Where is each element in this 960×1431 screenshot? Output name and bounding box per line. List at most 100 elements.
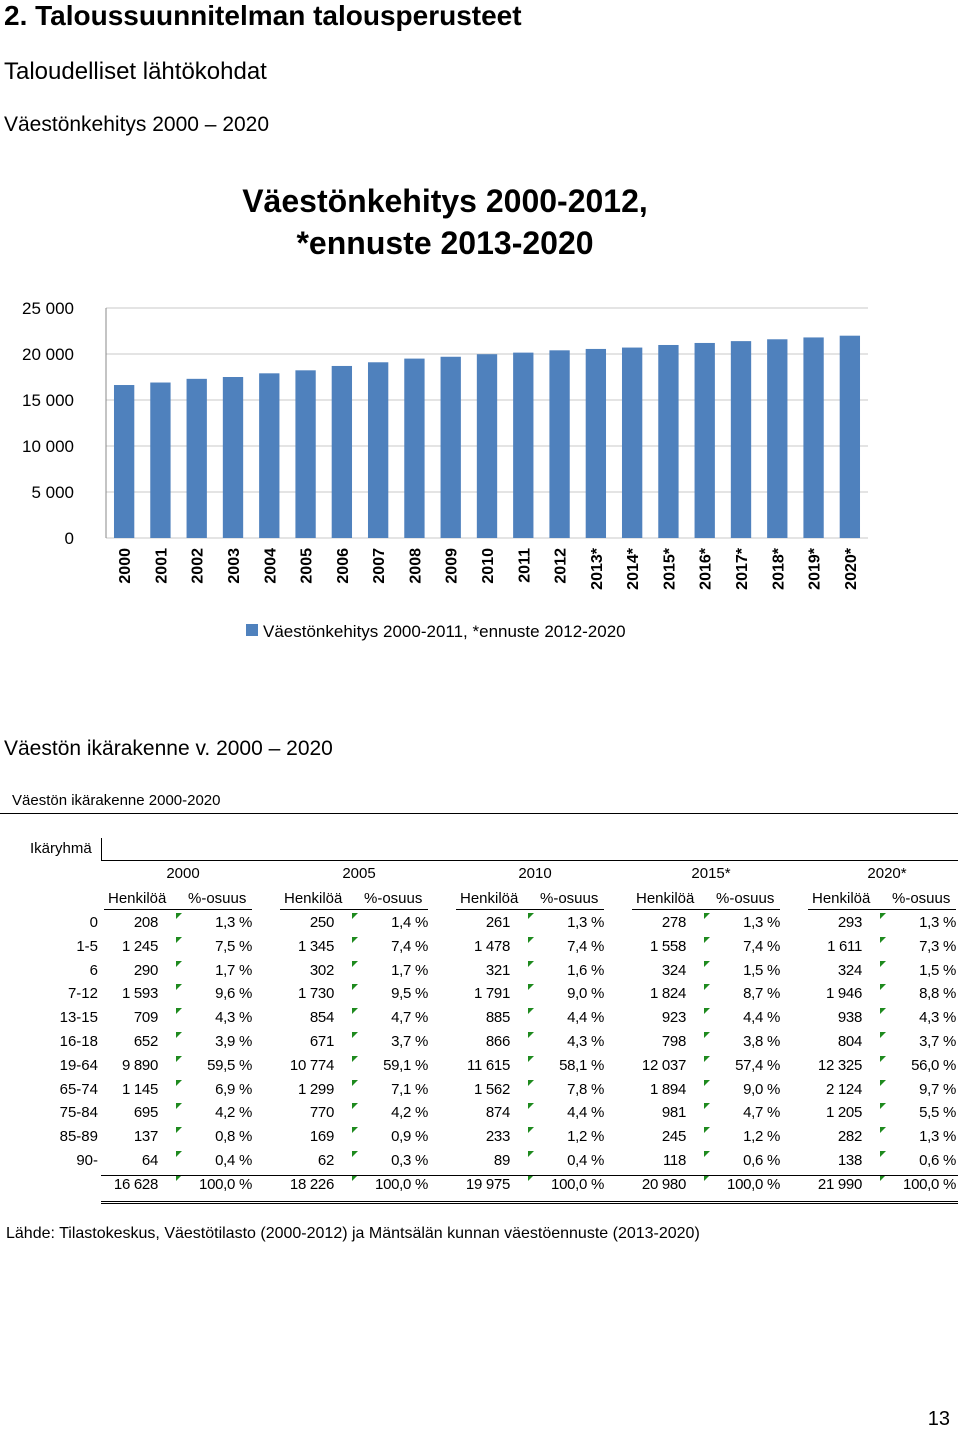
persons-cell: 770 [309,1104,334,1122]
x-tick-label: 2003 [226,548,243,584]
cell-marker-icon [880,1079,886,1086]
persons-cell: 1 593 [121,985,158,1003]
persons-cell: 118 [662,1152,686,1169]
x-tick-label: 2011 [516,548,533,583]
share-cell: 6,9 % [215,1080,252,1098]
x-tick-label: 2016* [698,547,715,590]
persons-cell: 293 [837,914,862,931]
persons-cell: 233 [485,1128,510,1146]
share-cell: 3,8 % [743,1033,780,1050]
bar [767,339,788,538]
persons-cell: 245 [661,1128,686,1146]
x-tick-label: 2020* [843,547,860,590]
bar [331,365,353,538]
share-cell: 100,0 % [727,1175,780,1193]
share-cell: 1,7 % [391,961,428,979]
persons-cell: 16 628 [113,1175,158,1193]
persons-cell: 2 124 [825,1080,862,1098]
share-cell: 59,5 % [207,1056,252,1074]
cell-marker-icon [176,1032,182,1038]
cell-marker-icon [176,1127,182,1134]
share-cell: 4,7 % [391,1009,428,1027]
bar [367,362,389,538]
cell-marker-icon [880,984,886,991]
persons-cell: 804 [837,1033,862,1050]
share-cell: 100,0 % [375,1175,428,1193]
share-cell: 8,8 % [919,985,956,1003]
cell-marker-icon [704,1127,710,1134]
bar [621,347,643,538]
persons-cell: 21 990 [817,1175,862,1193]
share-cell: 4,3 % [919,1009,956,1027]
y-tick-label: 0 [65,529,74,548]
cell-marker-icon [704,1008,710,1015]
share-cell: 4,7 % [743,1104,780,1122]
row-label: 16-18 [59,1033,98,1050]
cell-marker-icon [528,913,534,919]
cell-marker-icon [352,984,358,991]
column-header-share: %-osuus [892,890,951,907]
share-cell: 1,6 % [567,961,604,979]
persons-cell: 137 [133,1128,158,1146]
share-cell: 7,4 % [391,937,428,955]
x-tick-label: 2017* [734,547,751,590]
row-label: 85-89 [59,1128,98,1146]
column-header-share: %-osuus [364,890,423,907]
x-tick-label: 2013* [589,547,606,590]
x-tick-label: 2019* [807,547,824,590]
x-tick-label: 2015* [661,547,678,590]
table-header-rule [101,860,958,861]
column-header-underline [280,909,428,910]
column-header-share: %-osuus [540,890,599,907]
x-tick-label: 2009 [444,548,461,584]
share-cell: 1,4 % [391,914,428,931]
cell-marker-icon [528,1079,534,1086]
chart-section-heading: Väestönkehitys 2000 – 2020 [4,113,270,136]
cell-marker-icon [352,1174,358,1181]
bar [513,352,534,538]
persons-cell: 1 562 [473,1080,510,1098]
share-cell: 4,3 % [215,1009,252,1027]
share-cell: 8,7 % [743,985,780,1003]
bar [694,342,715,538]
share-cell: 1,7 % [215,961,252,979]
cell-marker-icon [352,936,358,943]
bar [839,335,861,538]
persons-cell: 208 [133,914,158,931]
x-tick-label: 2006 [335,548,352,584]
x-tick-label: 2001 [153,548,170,584]
cell-marker-icon [176,960,182,967]
share-cell: 9,0 % [567,985,604,1003]
cell-marker-icon [704,1079,710,1086]
share-cell: 100,0 % [199,1175,252,1193]
source-note: Lähde: Tilastokeskus, Väestötilasto (200… [6,1225,700,1242]
persons-cell: 1 345 [297,937,334,955]
cell-marker-icon [176,1174,182,1181]
persons-cell: 89 [493,1152,510,1169]
share-cell: 1,3 % [215,914,252,931]
legend-swatch [246,624,258,636]
year-header: 2015* [691,865,731,882]
cell-marker-icon [880,1008,886,1015]
table-section-heading: Väestön ikärakenne v. 2000 – 2020 [4,737,333,760]
share-cell: 0,9 % [391,1128,428,1146]
persons-cell: 261 [485,914,510,931]
cell-marker-icon [528,1103,534,1110]
cell-marker-icon [704,1032,710,1038]
cell-marker-icon [528,1151,534,1157]
year-header: 2010 [518,865,552,882]
column-header-persons: Henkilöä [284,890,343,907]
cell-marker-icon [704,913,710,919]
share-cell: 9,0 % [743,1080,780,1098]
cell-marker-icon [880,1055,886,1062]
share-cell: 7,5 % [215,937,252,955]
y-tick-label: 5 000 [31,483,74,502]
cell-marker-icon [352,1008,358,1015]
persons-cell: 1 824 [649,985,686,1003]
bar [440,356,461,538]
cell-marker-icon [880,1151,886,1157]
cell-marker-icon [352,1103,358,1110]
x-tick-label: 2000 [117,548,134,584]
bar [150,382,171,538]
cell-marker-icon [176,984,182,991]
